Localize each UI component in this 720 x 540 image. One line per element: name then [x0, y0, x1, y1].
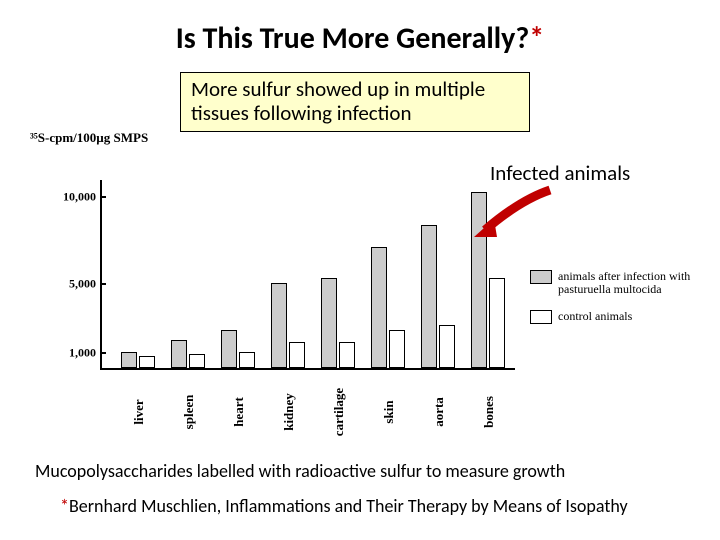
bar-control [339, 342, 355, 368]
x-axis-label: cartilage [331, 388, 347, 436]
legend-swatch-infected [530, 270, 552, 284]
legend-label-control: control animals [558, 310, 632, 323]
bar-control [139, 356, 155, 368]
y-tick-label: 1,000 [55, 345, 100, 360]
citation-text: Bernhard Muschlien, Inflammations and Th… [69, 495, 628, 517]
bar-infected [171, 340, 187, 368]
bar-control [439, 325, 455, 368]
caption-citation: *Bernhard Muschlien, Inflammations and T… [60, 495, 628, 517]
title-asterisk: * [529, 20, 544, 57]
x-axis-label: heart [231, 397, 247, 427]
x-axis-label: bones [481, 396, 497, 428]
y-tick-label: 10,000 [55, 190, 100, 205]
x-axis-label: liver [131, 399, 147, 424]
y-axis-title: ³⁵S-cpm/100µg SMPS [30, 130, 148, 146]
bar-control [239, 352, 255, 368]
bar-control [289, 342, 305, 368]
legend-item-infected: animals after infection with pasturuella… [530, 270, 700, 296]
x-axis-label: spleen [181, 395, 197, 430]
title-text: Is This True More Generally? [176, 20, 529, 57]
bar-control [389, 330, 405, 368]
legend: animals after infection with pasturuella… [530, 270, 700, 338]
bar-infected [421, 225, 437, 368]
x-axis-label: skin [381, 400, 397, 423]
bar-infected [221, 330, 237, 368]
legend-label-infected: animals after infection with pasturuella… [558, 270, 700, 296]
caption-method: Mucopolysaccharides labelled with radioa… [35, 460, 565, 482]
plot-area: liverspleenheartkidneycartilageskinaorta… [100, 180, 515, 370]
bar-chart: 1,000 5,000 10,000 liverspleenheartkidneyc… [55, 180, 515, 420]
bar-infected [321, 278, 337, 368]
bar-infected [121, 352, 137, 368]
callout-box: More sulfur showed up in multiple tissue… [180, 72, 530, 132]
legend-item-control: control animals [530, 310, 700, 324]
bar-infected [371, 247, 387, 368]
bar-control [489, 278, 505, 368]
bar-infected [471, 192, 487, 368]
x-axis-label: aorta [431, 397, 447, 427]
y-tick-label: 5,000 [55, 276, 100, 291]
legend-swatch-control [530, 310, 552, 324]
citation-asterisk: * [60, 495, 69, 517]
x-axis-label: kidney [281, 393, 297, 431]
slide-title: Is This True More Generally?* [0, 0, 720, 57]
bar-control [189, 354, 205, 368]
bar-infected [271, 283, 287, 368]
